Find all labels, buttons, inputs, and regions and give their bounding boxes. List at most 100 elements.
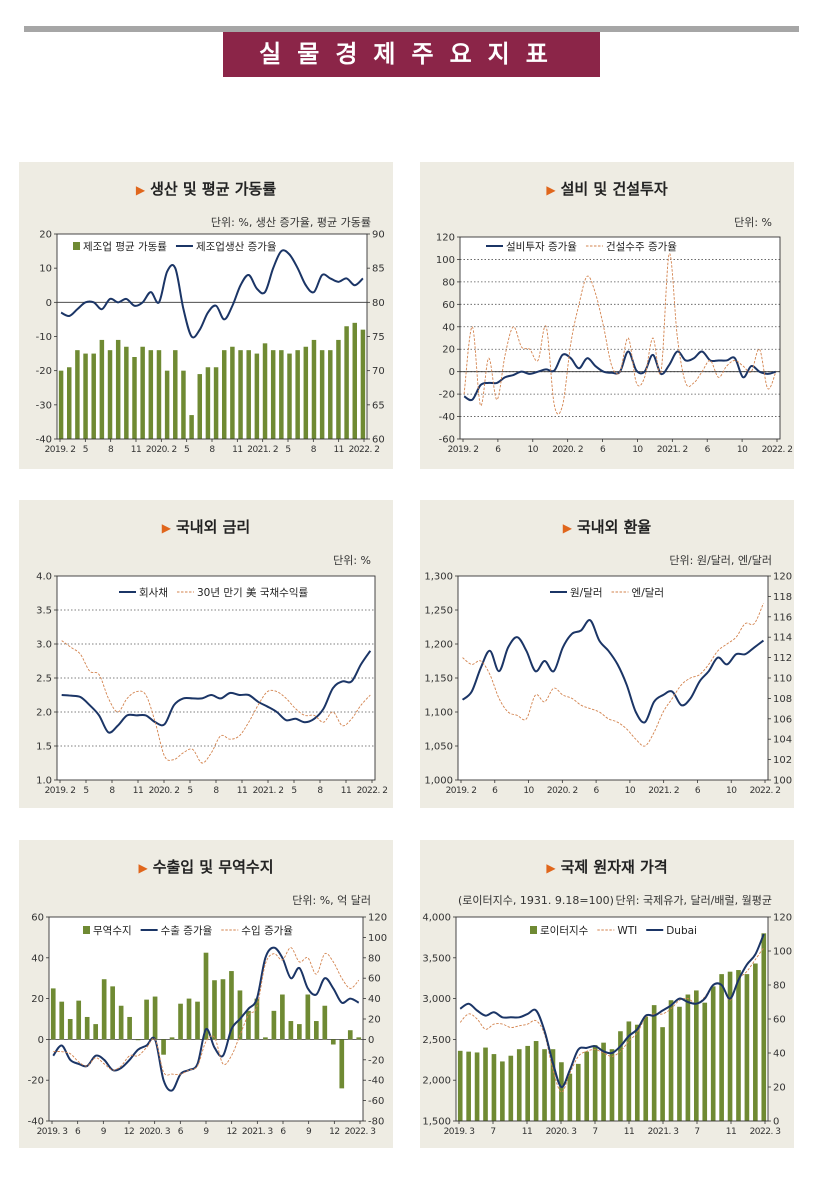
- x-tick-label: 10: [523, 786, 534, 796]
- bar: [542, 1049, 547, 1121]
- panel-trade: 60 40 20 0 -20 -40 120 100 80 60 40 20 0 -20 -40 -60 -80…: [19, 840, 393, 1148]
- unit-label: 단위: 원/달러, 엔/달러: [669, 554, 772, 567]
- bar: [474, 1052, 480, 1121]
- panel-commodities: 4,000 3,500 3,000 2,500 2,000 1,500 120 100 80 60…: [420, 840, 794, 1148]
- x-tick-label: 10: [737, 445, 748, 455]
- x-tick-label: 8: [317, 786, 323, 796]
- x-tick-label: 7: [592, 1127, 597, 1137]
- bar: [491, 1054, 497, 1121]
- bar: [246, 1010, 251, 1040]
- bar: [263, 1037, 268, 1040]
- x-tick-label: 2021. 2: [648, 786, 679, 796]
- x-tick-label: 11: [237, 786, 247, 796]
- bar: [58, 370, 64, 439]
- x-tick-label: 11: [333, 445, 343, 455]
- x-tick-label: 6: [280, 1127, 286, 1137]
- bar: [694, 990, 699, 1121]
- x-tick-label: 2019. 2: [45, 445, 76, 455]
- x-tick-label: 5: [83, 445, 88, 455]
- legend-label: Dubai: [666, 925, 697, 937]
- legend-label: 제조업 평균 가동률: [83, 240, 167, 253]
- bar: [297, 1024, 302, 1040]
- bar: [161, 1039, 166, 1055]
- y-tick-label: 0: [46, 298, 52, 309]
- unit-label: 단위: %: [734, 216, 772, 229]
- x-tick-label: 8: [213, 786, 219, 796]
- bar: [75, 350, 80, 439]
- y-tick-label: 0: [449, 367, 455, 378]
- panel-title: 국내외 환율: [577, 518, 652, 536]
- bar: [93, 1024, 99, 1040]
- y2-tick-label: 65: [372, 400, 385, 411]
- bar: [246, 350, 251, 439]
- bar: [110, 986, 115, 1040]
- bar: [203, 952, 209, 1040]
- y2-tick-label: 75: [372, 332, 385, 343]
- bar: [238, 350, 243, 439]
- series-line: [462, 603, 764, 747]
- y-tick-label: 1,250: [424, 606, 453, 617]
- bar: [533, 1041, 539, 1121]
- bar: [360, 329, 366, 439]
- x-tick-label: 8: [109, 786, 115, 796]
- bar: [295, 350, 300, 439]
- x-tick-label: 2021. 3: [648, 1127, 679, 1137]
- bar: [164, 370, 170, 439]
- page-title: 실물경제주요지표: [223, 32, 600, 77]
- x-tick-label: 12: [124, 1127, 134, 1137]
- bar: [107, 350, 113, 439]
- bar: [262, 343, 268, 439]
- x-tick-label: 2022. 3: [345, 1127, 376, 1137]
- plot-area: [458, 576, 768, 780]
- top-rule: [24, 26, 799, 32]
- x-tick-label: 8: [311, 445, 317, 455]
- y-tick-label: -20: [36, 366, 52, 377]
- x-tick-label: 5: [83, 786, 88, 796]
- bar: [99, 339, 105, 439]
- plot-frame: [455, 916, 769, 1122]
- x-tick-label: 2021. 2: [253, 786, 284, 796]
- y-tick-label: 2,000: [422, 1076, 451, 1087]
- y-tick-label: -10: [36, 332, 52, 343]
- y2-tick-label: 80: [368, 953, 381, 964]
- y-tick-label: 0: [38, 1035, 44, 1046]
- y-tick-label: 4.0: [36, 572, 52, 583]
- y2-tick-label: 80: [773, 981, 786, 992]
- x-tick-label: 6: [695, 786, 701, 796]
- x-tick-label: 2019. 2: [446, 786, 477, 796]
- bar: [135, 1039, 141, 1041]
- bar: [205, 367, 211, 439]
- bar: [254, 998, 260, 1040]
- y2-tick-label: 108: [773, 694, 792, 705]
- y2-tick-label: 110: [773, 674, 792, 685]
- x-tick-label: 10: [726, 786, 737, 796]
- x-tick-label: 2022. 2: [750, 786, 781, 796]
- y2-tick-label: 116: [773, 612, 792, 623]
- bar: [567, 1073, 573, 1121]
- y2-tick-label: 114: [773, 633, 792, 644]
- x-tick-label: 7: [490, 1127, 495, 1137]
- bar: [643, 1016, 649, 1121]
- y-tick-label: 1,000: [424, 776, 453, 787]
- y2-tick-label: 106: [773, 714, 792, 725]
- y-tick-label: 1,100: [424, 708, 453, 719]
- play-triangle-icon: ▶: [546, 183, 556, 197]
- x-tick-label: 2019. 3: [444, 1127, 475, 1137]
- bar: [59, 1001, 65, 1040]
- x-tick-label: 6: [492, 786, 498, 796]
- bar: [84, 1016, 90, 1040]
- bar: [271, 1010, 277, 1040]
- legend-label: 수출 증가율: [161, 925, 213, 937]
- play-triangle-icon: ▶: [161, 521, 171, 535]
- y-tick-label: -20: [439, 390, 455, 401]
- y-tick-label: -40: [36, 435, 52, 446]
- bar: [559, 1062, 564, 1121]
- panel-title: 국제 원자재 가격: [560, 858, 668, 876]
- x-tick-label: 2022. 3: [750, 1127, 781, 1137]
- play-triangle-icon: ▶: [135, 183, 146, 197]
- x-tick-label: 11: [341, 786, 351, 796]
- bar: [189, 415, 194, 439]
- bar: [651, 1005, 657, 1121]
- x-tick-label: 9: [306, 1127, 312, 1137]
- bar: [344, 326, 349, 439]
